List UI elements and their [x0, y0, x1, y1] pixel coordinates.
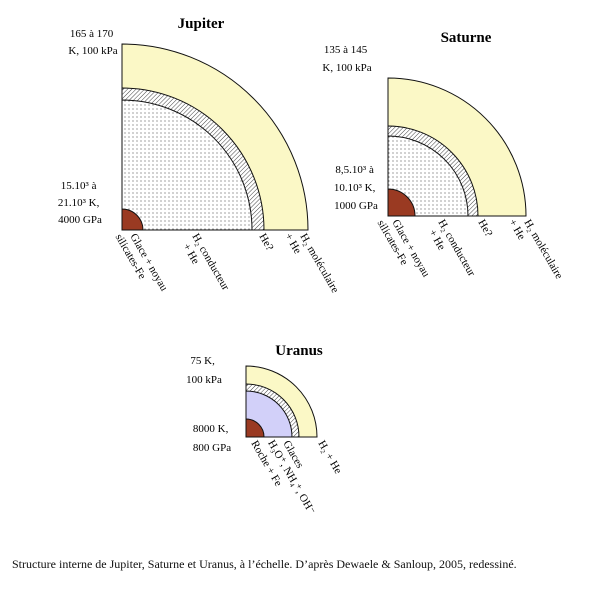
uranus-core	[245, 418, 265, 438]
jupiter-label-helium: He?	[256, 232, 275, 253]
saturne-surface-conditions: 135 à 145 K, 100 kPa	[322, 44, 371, 74]
saturne-label-h2-molecular: H₂ moléculaire + He	[506, 211, 566, 290]
jupiter-section: Jupiter 165 à 170 K, 100 kPa 15.10³ à 21…	[58, 16, 342, 304]
figure-caption: Structure interne de Jupiter, Saturne et…	[12, 557, 517, 571]
jupiter-label-h2-conductor: H₂ conducteur + He	[178, 232, 233, 302]
uranus-center-conditions: 8000 K, 800 GPa	[193, 423, 231, 454]
jupiter-layer-h2-conductor	[121, 99, 253, 231]
saturne-label-core: Glace + noyau silicates-Fe	[375, 211, 434, 288]
saturne-label-h2-conductor: H₂ conducteur + He	[424, 218, 479, 288]
jupiter-core	[121, 208, 144, 231]
uranus-label-h2-he: H₂ + He	[315, 439, 344, 477]
jupiter-label-h2-molecular: H₂ moléculaire + He	[282, 225, 342, 304]
saturne-layer-h2-conductor	[387, 135, 469, 217]
jupiter-center-conditions: 15.10³ à 21.10³ K, 4000 GPa	[58, 180, 102, 226]
planet-structure-diagram: Jupiter 165 à 170 K, 100 kPa 15.10³ à 21…	[58, 16, 566, 517]
planet-title: Saturne	[441, 30, 492, 46]
saturne-section: Saturne 135 à 145 K, 100 kPa 8,5.10³ à 1…	[322, 30, 566, 290]
saturne-core	[387, 188, 416, 217]
uranus-surface-conditions: 75 K, 100 kPa	[186, 355, 222, 386]
uranus-section: Uranus 75 K, 100 kPa 8000 K, 800 GPa Roc…	[186, 343, 344, 517]
planet-title: Jupiter	[178, 16, 225, 32]
jupiter-label-core: Glace + noyau silicates-Fe	[113, 225, 172, 302]
jupiter-surface-conditions: 165 à 170 K, 100 kPa	[68, 28, 117, 57]
planet-title: Uranus	[275, 343, 323, 359]
saturne-center-conditions: 8,5.10³ à 10.10³ K, 1000 GPa	[334, 164, 378, 212]
saturne-label-helium: He?	[475, 218, 494, 239]
